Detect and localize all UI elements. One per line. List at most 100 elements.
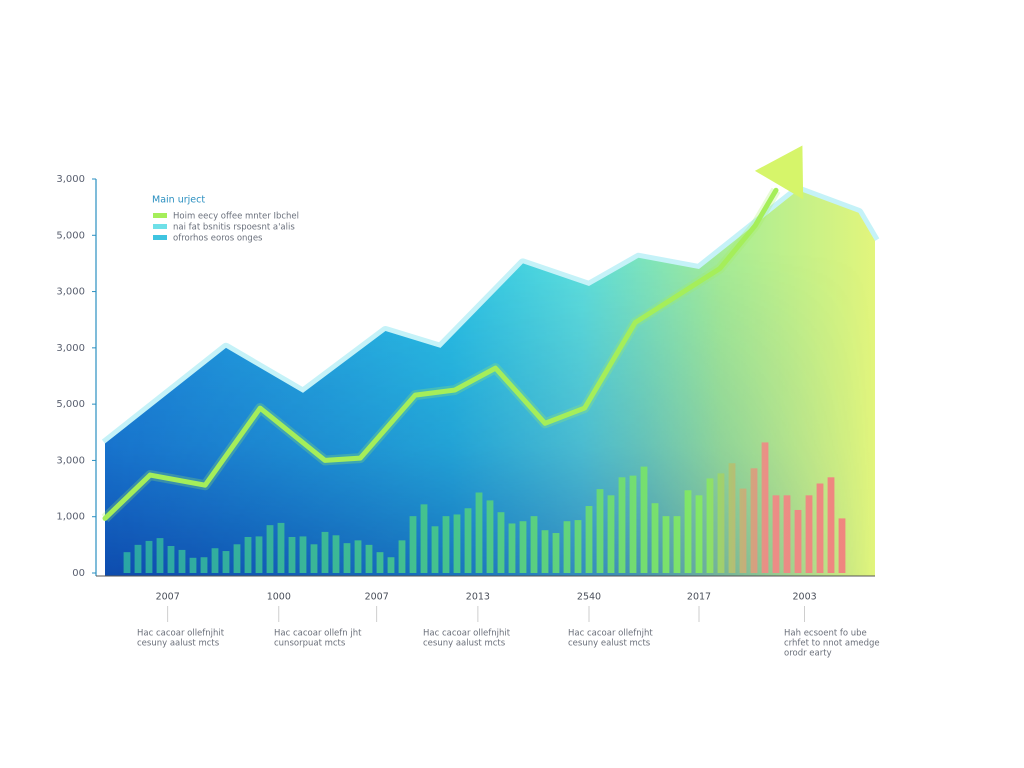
bar	[574, 520, 582, 573]
bar	[189, 557, 197, 573]
bar	[288, 536, 296, 573]
bar	[618, 477, 626, 573]
bar	[805, 495, 813, 573]
bar	[442, 516, 450, 573]
bar	[211, 548, 219, 573]
bar	[310, 544, 318, 573]
legend-swatch	[153, 213, 167, 218]
bar	[156, 538, 164, 573]
bar	[255, 536, 263, 573]
x-tick-label: 2013	[466, 592, 490, 603]
bar	[409, 516, 417, 573]
bar	[343, 543, 351, 573]
bar	[640, 466, 648, 573]
bar	[552, 533, 560, 573]
bar	[266, 525, 274, 573]
annotation: Hac cacoar ollefnjhit	[137, 629, 225, 639]
bar	[167, 545, 175, 573]
bar	[376, 552, 384, 573]
legend-label: nai fat bsnitis rspoesnt a'alis	[173, 223, 295, 233]
bar	[244, 536, 252, 573]
annotation: cunsorpuat mcts	[274, 639, 346, 649]
bar	[794, 509, 802, 573]
bar	[486, 500, 494, 573]
bar	[398, 540, 406, 573]
bar	[277, 522, 285, 573]
bar	[684, 490, 692, 573]
bar	[596, 489, 604, 573]
bar	[695, 495, 703, 573]
y-tick-label: 5,000	[56, 230, 85, 241]
bar	[145, 540, 153, 573]
x-tick-label: 2007	[156, 592, 180, 603]
bar	[387, 557, 395, 573]
bar	[178, 549, 186, 573]
bar	[365, 544, 373, 573]
bar	[431, 526, 439, 573]
legend-title: Main urject	[152, 195, 205, 206]
annotation: cesuny aalust mcts	[423, 639, 506, 649]
legend-label: ofrorhos eoros onges	[173, 234, 263, 244]
y-tick-label: 1,000	[56, 512, 85, 523]
bar	[739, 488, 747, 573]
bar	[629, 475, 637, 573]
bar	[530, 516, 538, 573]
annotation: cesuny ealust mcts	[568, 639, 651, 649]
bar	[651, 503, 659, 573]
bar	[761, 442, 769, 573]
legend-swatch	[153, 224, 167, 229]
bar	[354, 540, 362, 573]
x-tick-label: 2017	[687, 592, 711, 603]
x-tick-label: 2003	[793, 592, 817, 603]
bar	[772, 495, 780, 573]
x-tick-label: 2007	[365, 592, 389, 603]
bar	[585, 506, 593, 573]
annotation: Hah ecsoent fo ube	[784, 629, 867, 639]
annotation: crhfet to nnot amedge	[784, 639, 880, 649]
annotation: orodr earty	[784, 649, 832, 659]
line	[102, 187, 779, 521]
bar	[827, 477, 835, 573]
y-tick-label: 3,000	[56, 174, 85, 185]
bar	[332, 535, 340, 573]
bar	[673, 516, 681, 573]
legend-swatch	[153, 235, 167, 240]
y-tick-label: 3,000	[56, 287, 85, 298]
y-tick-label: 3,000	[56, 455, 85, 466]
bar	[299, 536, 307, 573]
annotation: Hac cacoar ollefnjhit	[423, 629, 511, 639]
bar	[783, 495, 791, 573]
bar	[464, 508, 472, 573]
legend-label: Hoim eecy offee mnter Ibchel	[173, 212, 299, 222]
bar	[497, 512, 505, 573]
arrow-head	[754, 145, 804, 200]
bar	[123, 552, 131, 573]
bar	[728, 463, 736, 573]
bar	[233, 544, 241, 573]
bar	[453, 514, 461, 573]
bar	[838, 518, 846, 573]
bar	[706, 478, 714, 573]
annotation: Hac cacoar ollefn jht	[274, 629, 362, 639]
bar	[607, 495, 615, 573]
bar	[563, 521, 571, 573]
bar	[321, 531, 329, 573]
bar	[519, 521, 527, 573]
bar	[717, 473, 725, 573]
bar	[475, 492, 483, 573]
bar	[420, 504, 428, 573]
bar	[816, 483, 824, 573]
bar	[750, 468, 758, 573]
annotation: cesuny aalust mcts	[137, 639, 220, 649]
bar	[134, 544, 142, 573]
area-shade	[105, 190, 875, 576]
y-tick-label: 00	[72, 568, 85, 579]
bar	[200, 557, 208, 573]
y-tick-label: 5,000	[56, 399, 85, 410]
bar	[222, 551, 230, 573]
bar	[541, 530, 549, 573]
x-tick-label: 2540	[577, 592, 601, 603]
bar	[662, 516, 670, 573]
y-tick-label: 3,000	[56, 343, 85, 354]
